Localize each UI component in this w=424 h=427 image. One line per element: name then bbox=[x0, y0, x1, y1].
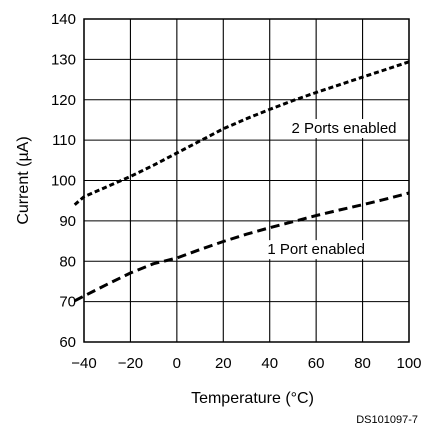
x-tick-label: −20 bbox=[118, 355, 143, 372]
y-tick-label: 80 bbox=[59, 253, 76, 270]
x-tick-label: 0 bbox=[173, 355, 181, 372]
annotation-1-port-enabled: 1 Port enabled bbox=[267, 241, 365, 258]
y-tick-label: 90 bbox=[59, 213, 76, 230]
x-tick-label: −40 bbox=[71, 355, 96, 372]
grid-lines bbox=[83, 18, 410, 343]
annotation-background bbox=[288, 119, 400, 139]
annotation-background bbox=[264, 240, 368, 260]
annotation-2-ports-enabled: 2 Ports enabled bbox=[291, 120, 396, 137]
y-tick-label: 60 bbox=[59, 334, 76, 351]
x-tick-label: 80 bbox=[354, 355, 371, 372]
y-tick-label: 120 bbox=[51, 92, 76, 109]
y-tick-label: 70 bbox=[59, 294, 76, 311]
x-axis-label: Temperature (°C) bbox=[191, 390, 314, 407]
y-tick-label: 130 bbox=[51, 51, 76, 68]
plot-frame bbox=[83, 18, 410, 343]
y-tick-label: 110 bbox=[52, 132, 76, 149]
series-lines bbox=[73, 60, 410, 303]
series-line-2-ports bbox=[73, 60, 410, 206]
y-tick-label: 100 bbox=[51, 173, 76, 190]
series-line-1-port bbox=[74, 191, 410, 303]
x-tick-label: 20 bbox=[215, 355, 232, 372]
x-tick-labels: −40 −20 0 20 40 60 80 100 bbox=[71, 355, 421, 372]
y-tick-labels: 60 70 80 90 100 110 120 130 140 bbox=[51, 11, 76, 351]
y-axis-label: Current (µA) bbox=[15, 136, 32, 224]
x-tick-label: 40 bbox=[261, 355, 278, 372]
x-tick-label: 60 bbox=[308, 355, 325, 372]
x-tick-label: 100 bbox=[396, 355, 421, 372]
series-annotations: 2 Ports enabled 1 Port enabled bbox=[264, 119, 400, 260]
figure-id-label: DS101097-7 bbox=[356, 414, 418, 426]
y-tick-label: 140 bbox=[51, 11, 76, 28]
